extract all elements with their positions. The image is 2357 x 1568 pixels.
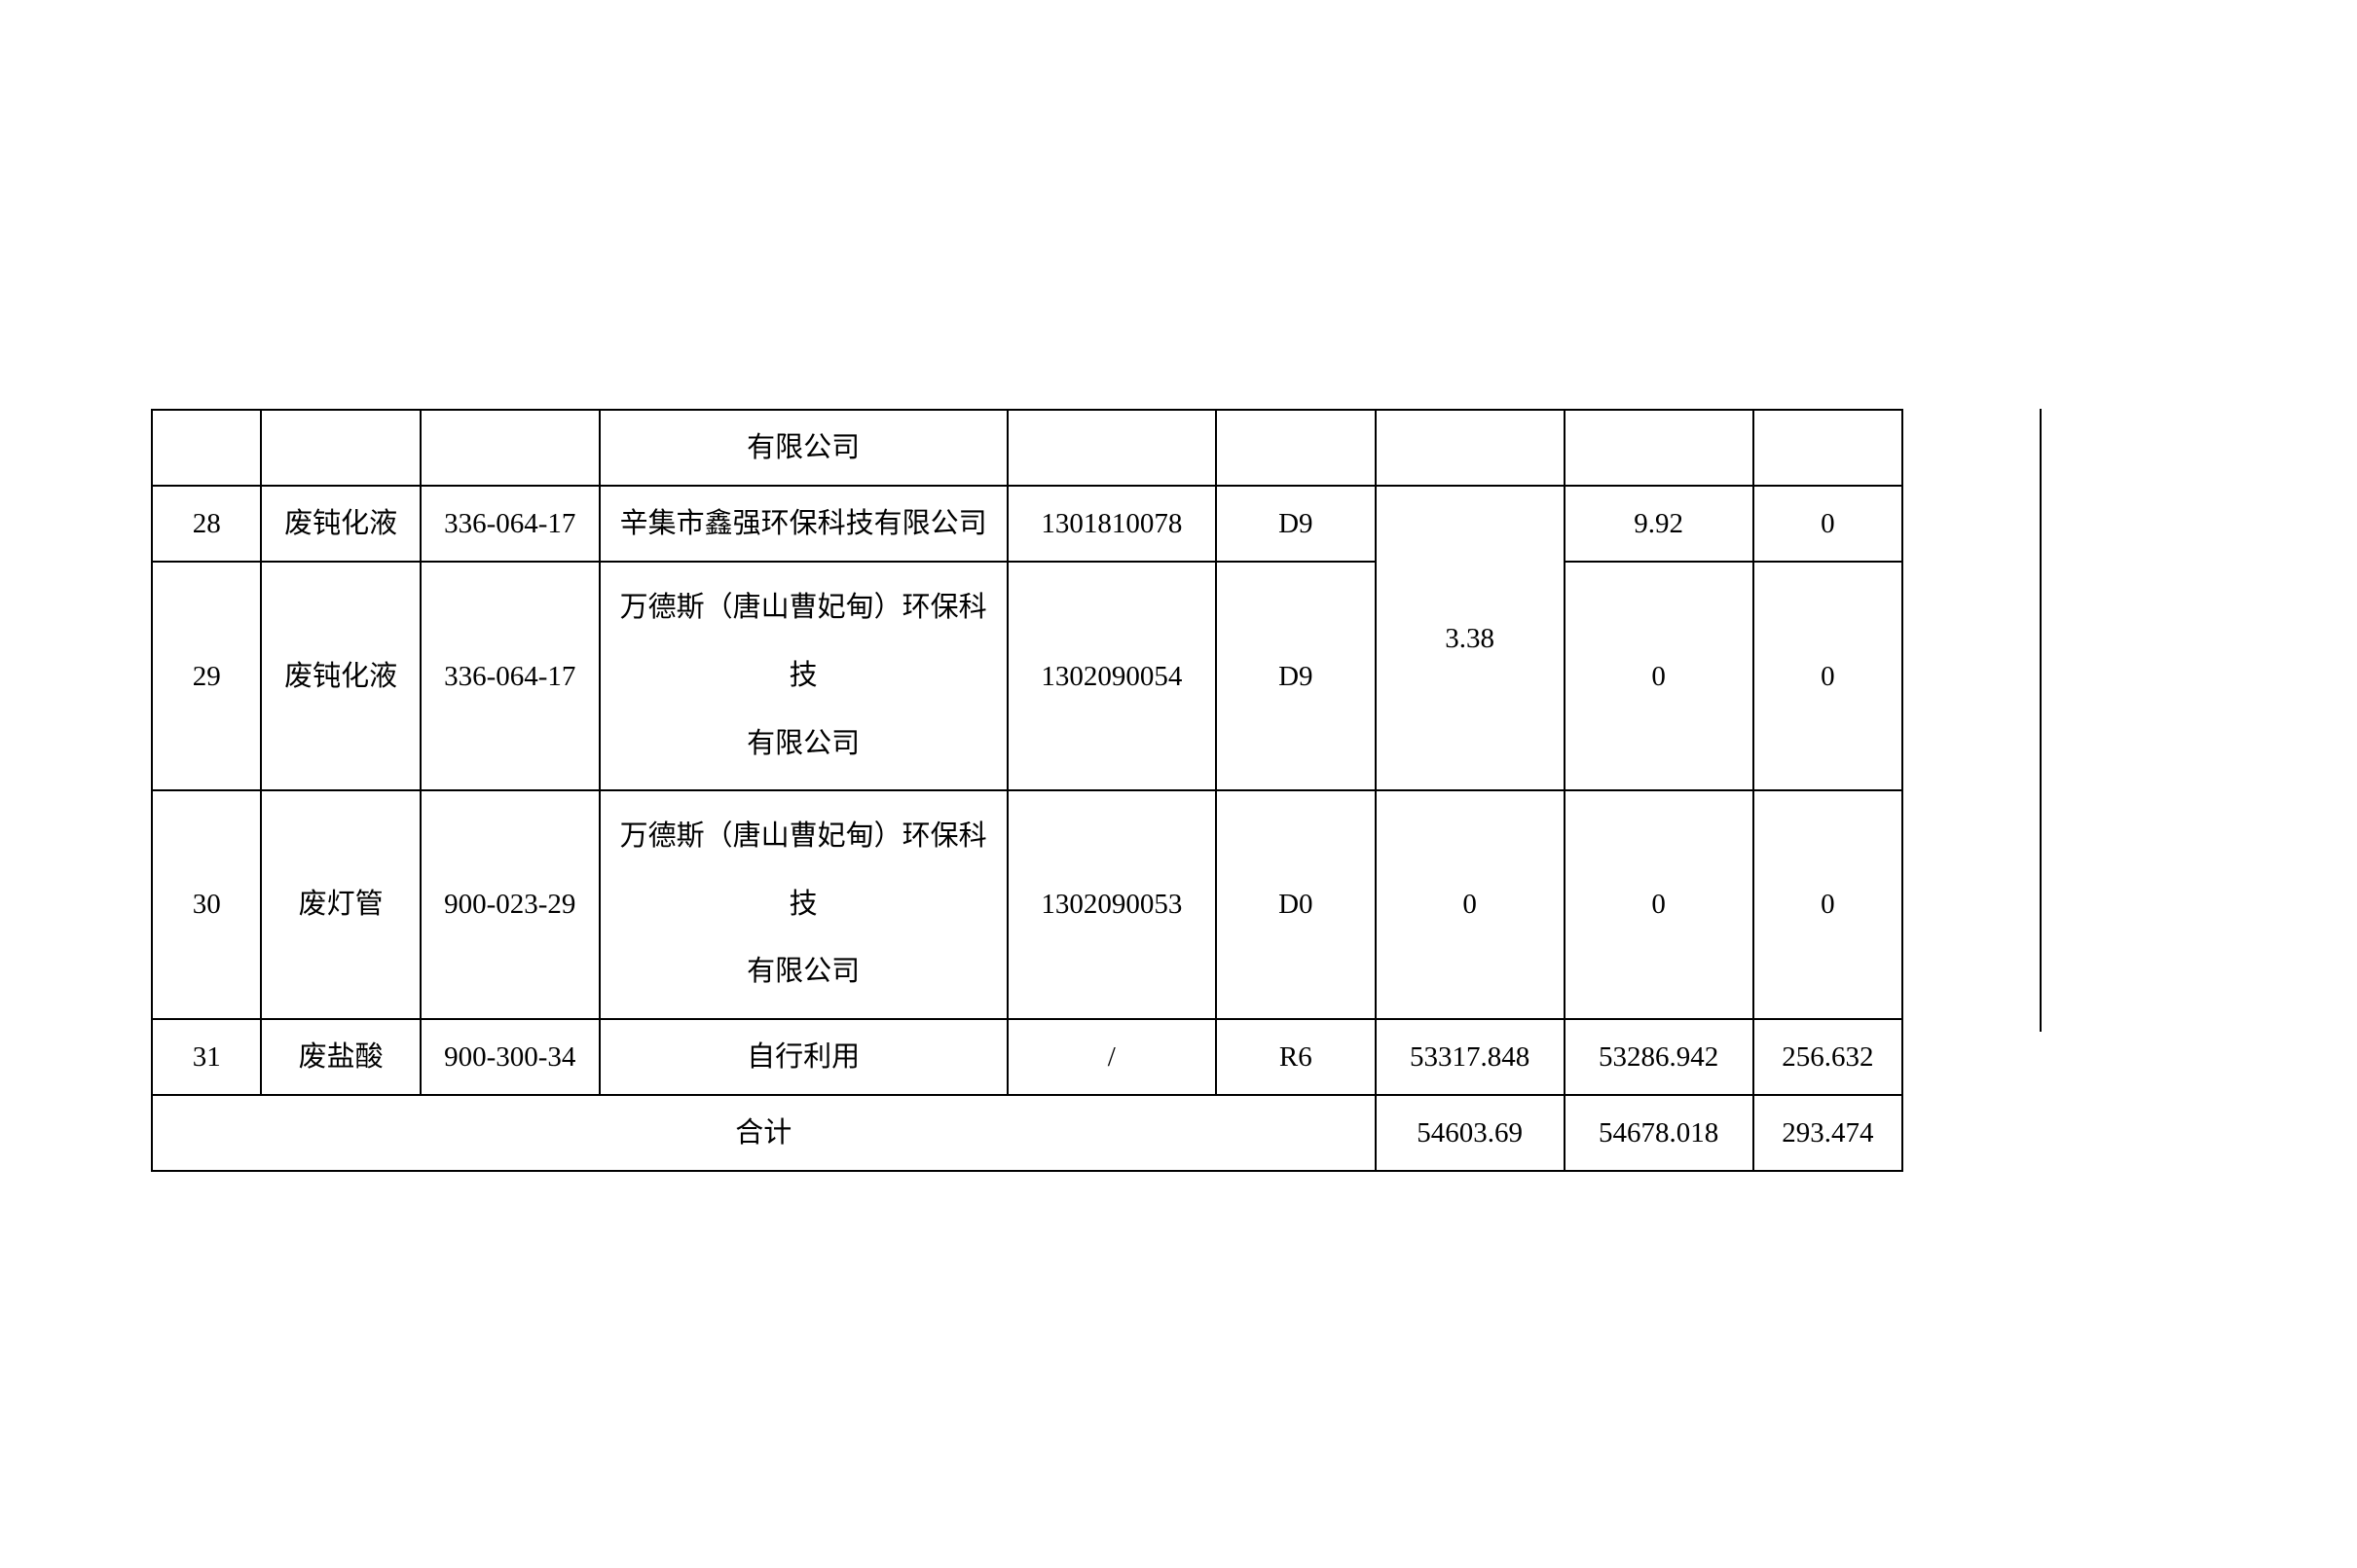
table-cell: 1301810078 [1008,486,1217,562]
table-cell: 30 [152,790,261,1019]
table-cell [1008,410,1217,486]
table-cell: 1302090054 [1008,562,1217,790]
table-cell: 废盐酸 [261,1019,420,1095]
table-cell: 0 [1565,790,1753,1019]
table-cell [1753,410,1902,486]
table-cell: 900-023-29 [421,790,600,1019]
table-body: 有限公司 28 废钝化液 336-064-17 辛集市鑫强环保科技有限公司 13… [152,410,1902,1171]
table-cell: 万德斯（唐山曹妃甸）环保科技有限公司 [600,562,1008,790]
table-cell: 废钝化液 [261,486,420,562]
table-cell [1565,410,1753,486]
table-container: 有限公司 28 废钝化液 336-064-17 辛集市鑫强环保科技有限公司 13… [151,409,1903,1172]
table-row: 31 废盐酸 900-300-34 自行利用 / R6 53317.848 53… [152,1019,1902,1095]
table-cell [1216,410,1375,486]
table-cell: D9 [1216,486,1375,562]
table-cell: 万德斯（唐山曹妃甸）环保科技有限公司 [600,790,1008,1019]
data-table: 有限公司 28 废钝化液 336-064-17 辛集市鑫强环保科技有限公司 13… [151,409,1903,1172]
table-cell: 0 [1753,562,1902,790]
table-cell: 900-300-34 [421,1019,600,1095]
summary-value: 293.474 [1753,1095,1902,1171]
table-cell-merged: 3.38 [1376,486,1565,790]
table-cell [421,410,600,486]
table-cell: / [1008,1019,1217,1095]
table-cell: 336-064-17 [421,486,600,562]
table-cell: D0 [1216,790,1375,1019]
table-cell: 53286.942 [1565,1019,1753,1095]
summary-value: 54603.69 [1376,1095,1565,1171]
table-cell: 29 [152,562,261,790]
table-cell: 自行利用 [600,1019,1008,1095]
table-cell: 336-064-17 [421,562,600,790]
table-cell: 有限公司 [600,410,1008,486]
table-cell: 28 [152,486,261,562]
table-cell: 256.632 [1753,1019,1902,1095]
summary-row: 合计 54603.69 54678.018 293.474 [152,1095,1902,1171]
table-row: 28 废钝化液 336-064-17 辛集市鑫强环保科技有限公司 1301810… [152,486,1902,562]
table-cell: D9 [1216,562,1375,790]
table-cell: 辛集市鑫强环保科技有限公司 [600,486,1008,562]
summary-value: 54678.018 [1565,1095,1753,1171]
table-cell: 53317.848 [1376,1019,1565,1095]
table-cell [152,410,261,486]
side-line-decoration [2040,409,2042,1032]
table-cell [1376,410,1565,486]
table-cell: 0 [1753,486,1902,562]
table-row: 29 废钝化液 336-064-17 万德斯（唐山曹妃甸）环保科技有限公司 13… [152,562,1902,790]
table-cell: 废钝化液 [261,562,420,790]
table-cell: 0 [1753,790,1902,1019]
table-cell: 0 [1565,562,1753,790]
table-cell: 9.92 [1565,486,1753,562]
table-cell [261,410,420,486]
table-cell: 31 [152,1019,261,1095]
table-row: 有限公司 [152,410,1902,486]
table-cell: R6 [1216,1019,1375,1095]
table-row: 30 废灯管 900-023-29 万德斯（唐山曹妃甸）环保科技有限公司 130… [152,790,1902,1019]
table-cell: 0 [1376,790,1565,1019]
table-cell: 1302090053 [1008,790,1217,1019]
summary-label: 合计 [152,1095,1376,1171]
table-cell: 废灯管 [261,790,420,1019]
